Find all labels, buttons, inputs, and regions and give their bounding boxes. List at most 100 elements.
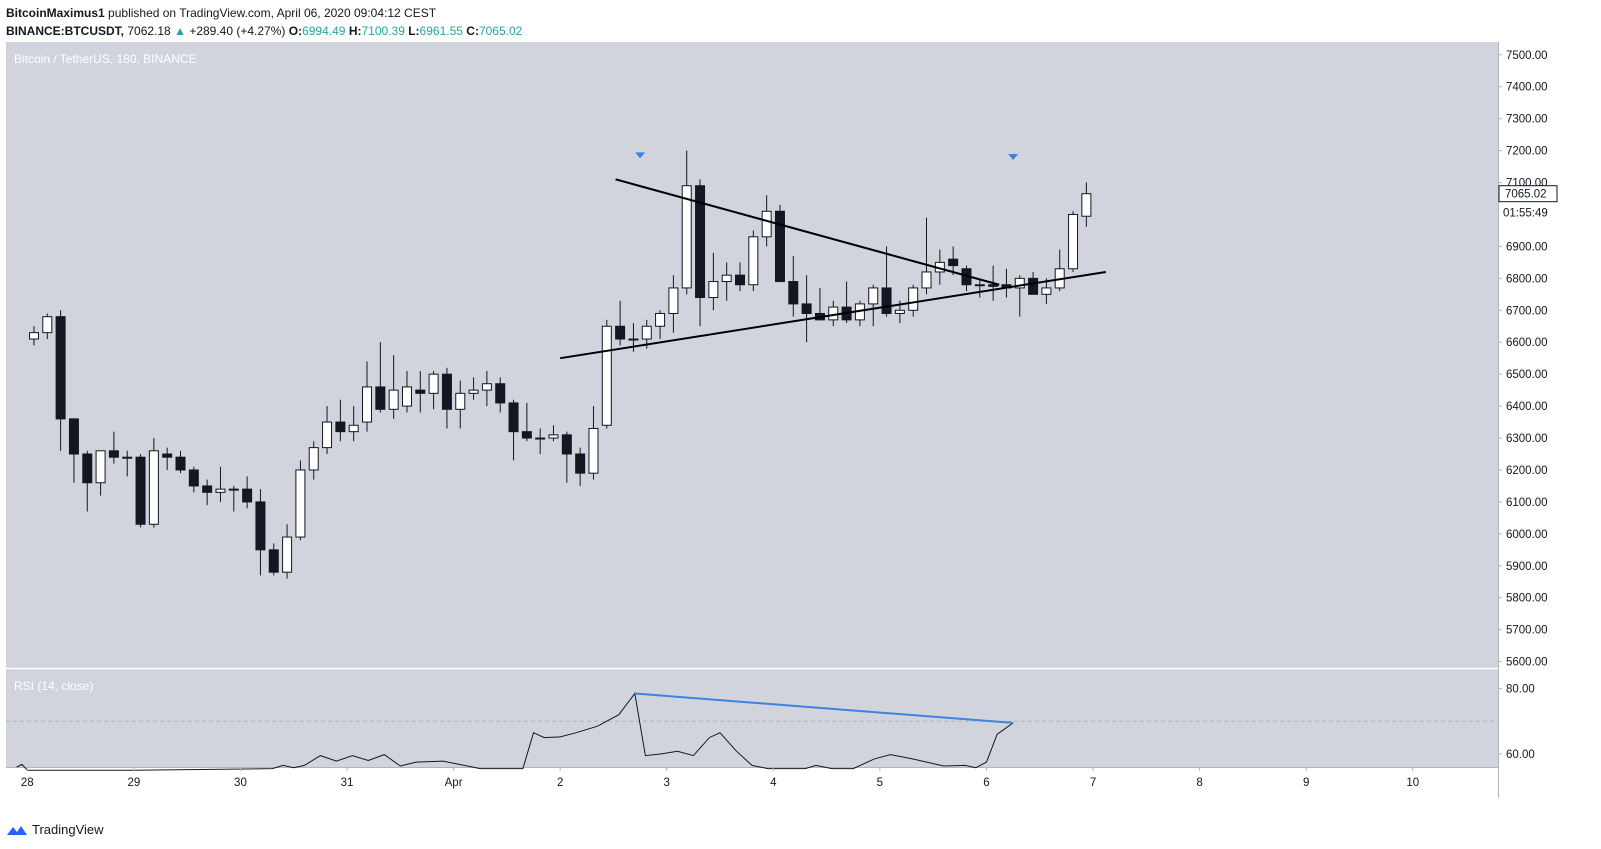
rsi-tick-label: 80.00 [1506, 684, 1535, 696]
candle-body [82, 453, 93, 484]
candle [441, 367, 452, 429]
price-tick-label: 7400.00 [1506, 82, 1548, 94]
candle-body [308, 447, 319, 471]
published-text: published on TradingView.com, April 06, … [108, 6, 437, 20]
time-tick-label: 31 [341, 777, 354, 789]
candle-body [162, 453, 173, 458]
candle [415, 370, 426, 413]
candle-body [228, 488, 239, 491]
candle-body [255, 501, 266, 551]
candle-body [455, 392, 466, 410]
author-name[interactable]: BitcoinMaximus1 [6, 6, 105, 20]
candle [948, 246, 959, 276]
descending-resistance-trendline [615, 178, 1000, 286]
candle-body [28, 332, 39, 340]
price-tick-label: 6900.00 [1506, 241, 1548, 253]
candle [28, 326, 39, 346]
time-tick-label: 5 [877, 777, 883, 789]
price-tick-label: 5900.00 [1506, 561, 1548, 573]
time-tick-label: 7 [1090, 777, 1096, 789]
candle-body [1041, 287, 1052, 295]
chart-header: BitcoinMaximus1 published on TradingView… [6, 4, 522, 40]
price-change: +289.40 (+4.27%) [189, 24, 286, 38]
candle-body [348, 424, 359, 433]
candle-body [828, 306, 839, 321]
candle-body [1081, 193, 1092, 217]
time-axis[interactable]: 28 29 30 31 Apr 2 3 4 5 6 7 8 9 10 [21, 767, 1419, 789]
candle [348, 406, 359, 442]
tradingview-logo-icon [7, 825, 27, 835]
time-tick-label: 2 [557, 777, 563, 789]
time-tick-label: 6 [983, 777, 989, 789]
candle [521, 402, 532, 442]
candle-body [388, 389, 399, 410]
candle [68, 418, 79, 483]
candle [401, 370, 412, 413]
price-tick-label: 6300.00 [1506, 433, 1548, 445]
last-price-tag-box [1498, 185, 1558, 203]
price-pane-background[interactable] [6, 42, 1498, 668]
price-axis[interactable]: 5600.00 5700.00 5800.00 5900.00 6000.00 6100.… [1498, 50, 1548, 761]
candle-body [535, 437, 546, 440]
candlestick-chart[interactable]: 5600.00 5700.00 5800.00 5900.00 6000.00 6100.… [6, 42, 1561, 798]
candle-body [761, 210, 772, 238]
price-tick-label: 6700.00 [1506, 305, 1548, 317]
price-tick-label: 5600.00 [1506, 657, 1548, 669]
footer-brand: TradingView [32, 822, 104, 837]
candle-body [468, 389, 479, 394]
candle [282, 524, 293, 579]
candle [55, 310, 66, 451]
time-tick-label: 9 [1303, 777, 1309, 789]
close-value: 7065.02 [478, 24, 523, 38]
candle-body [242, 488, 253, 503]
candle-body [561, 434, 572, 455]
rsi-line [16, 692, 1014, 771]
candle [735, 262, 746, 292]
candle [175, 450, 186, 474]
candle [242, 476, 253, 509]
candle-body [615, 325, 626, 340]
rsi-group [6, 692, 1498, 771]
high-value: 7100.39 [361, 24, 405, 38]
candle-body [495, 383, 506, 404]
candle [82, 450, 93, 512]
candle [1014, 275, 1025, 317]
candle [588, 406, 599, 480]
candle [655, 310, 666, 340]
rsi-pane-background[interactable] [6, 669, 1498, 767]
chart-area[interactable]: 5600.00 5700.00 5800.00 5900.00 6000.00 6100.… [6, 42, 1561, 803]
candle [681, 150, 692, 295]
candle-body [575, 453, 586, 474]
price-tick-label: 5700.00 [1506, 625, 1548, 637]
candle-body [974, 284, 985, 287]
candle-body [148, 450, 159, 525]
candle [921, 217, 932, 295]
candle [215, 466, 226, 502]
candle-body [921, 271, 932, 289]
candle [1041, 278, 1052, 304]
candle-body [1028, 277, 1039, 295]
candles-group [28, 150, 1092, 579]
candle-body [668, 287, 679, 314]
candle-body [1014, 277, 1025, 289]
candle-body [788, 281, 799, 305]
main-legend[interactable]: Bitcoin / TetherUS, 180, BINANCE [14, 52, 197, 66]
last-price-tag: 7065.02 01:55:49 [1498, 185, 1558, 221]
candle [575, 447, 586, 486]
candle-body [375, 386, 386, 410]
candle-body [628, 338, 639, 341]
candle-body [441, 373, 452, 410]
candle [308, 441, 319, 480]
candle [774, 204, 785, 283]
symbol-label: BINANCE:BTCUSDT, [6, 24, 124, 38]
price-tick-label: 7500.00 [1506, 50, 1548, 62]
candle-body [415, 389, 426, 394]
price-tick-label: 6100.00 [1506, 497, 1548, 509]
candle [295, 460, 306, 541]
price-tick-label: 5800.00 [1506, 593, 1548, 605]
rsi-legend[interactable]: RSI (14, close) [14, 679, 93, 693]
candle [322, 406, 333, 455]
price-tick-label: 6600.00 [1506, 337, 1548, 349]
candle [362, 361, 373, 432]
candle-body [202, 485, 213, 493]
